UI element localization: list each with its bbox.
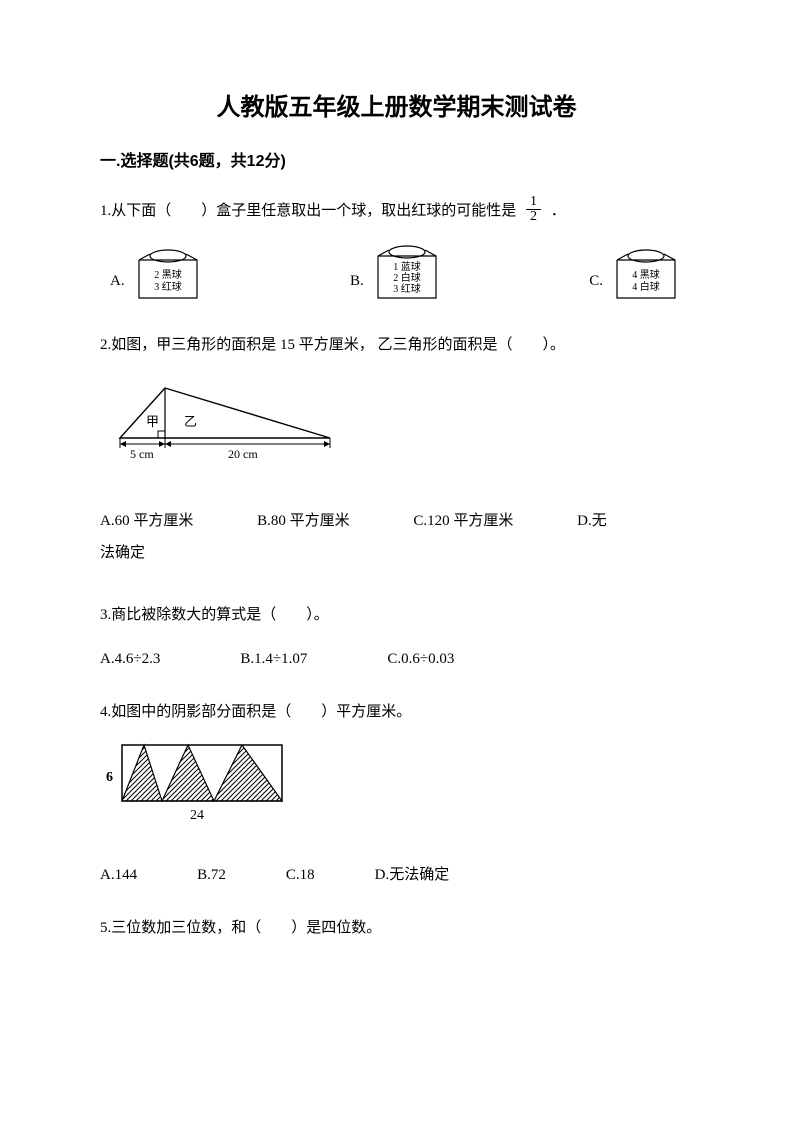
q2-optC: C.120 平方厘米 (413, 500, 513, 542)
q1-fraction: 1 2 (526, 195, 541, 224)
q2-label-20cm: 20 cm (228, 447, 258, 461)
q4-optD: D.无法确定 (375, 864, 450, 887)
q1-boxA-line2: 3 红球 (154, 280, 182, 293)
q2-label-yi: 乙 (184, 414, 197, 429)
q2-optD: D.无 (577, 500, 607, 542)
q4-optB: B.72 (197, 864, 226, 887)
q1-boxB-line3: 3 红球 (393, 282, 421, 295)
q1-frac-num: 1 (526, 195, 541, 210)
q2-options: A.60 平方厘米 B.80 平方厘米 C.120 平方厘米 D.无 (100, 500, 693, 542)
q2-figure: 甲 乙 5 cm 20 cm (110, 378, 693, 476)
q2-optB: B.80 平方厘米 (257, 500, 350, 542)
q4-options: A.144 B.72 C.18 D.无法确定 (100, 864, 693, 887)
question-3: 3.商比被除数大的算式是（ ）。 A.4.6÷2.3 B.1.4÷1.07 C.… (100, 600, 693, 671)
q1-boxB-line2: 2 白球 (393, 271, 421, 284)
q4-label-w: 24 (190, 808, 204, 823)
q1-boxC-line2: 4 白球 (632, 280, 660, 293)
q2-label-5cm: 5 cm (130, 447, 154, 461)
q2-optA: A.60 平方厘米 (100, 500, 193, 542)
q1-box-b-icon: 1 蓝球 2 白球 3 红球 (370, 244, 444, 304)
q3-options: A.4.6÷2.3 B.1.4÷1.07 C.0.6÷0.03 (100, 648, 693, 671)
q1-optB-label: B. (350, 270, 364, 293)
q4-figure: 6 24 (100, 739, 693, 837)
q4-optC: C.18 (286, 864, 315, 887)
q1-frac-den: 2 (526, 210, 541, 224)
q4-label-h: 6 (106, 770, 113, 785)
section-1-heading: 一.选择题(共6题，共12分) (100, 150, 693, 174)
q1-text-pre: 1.从下面（ ）盒子里任意取出一个球，取出红球的可能性是 (100, 203, 516, 219)
q2-optD-cont: 法确定 (100, 542, 693, 565)
question-5: 5.三位数加三位数，和（ ）是四位数。 (100, 913, 693, 943)
q4-optA: A.144 (100, 864, 137, 887)
q1-optA-label: A. (110, 270, 125, 293)
q3-optA: A.4.6÷2.3 (100, 648, 160, 671)
q3-optB: B.1.4÷1.07 (240, 648, 307, 671)
q1-box-a-icon: 2 黑球 3 红球 (131, 248, 205, 304)
question-1: 1.从下面（ ）盒子里任意取出一个球，取出红球的可能性是 1 2 ． A. 2 … (100, 196, 693, 304)
q4-text: 4.如图中的阴影部分面积是（ ）平方厘米。 (100, 697, 693, 727)
q2-text: 2.如图，甲三角形的面积是 15 平方厘米， 乙三角形的面积是（ ）。 (100, 330, 693, 360)
q3-optC: C.0.6÷0.03 (387, 648, 454, 671)
q1-boxA-line1: 2 黑球 (154, 268, 182, 281)
q1-options: A. 2 黑球 3 红球 B. 1 蓝球 2 白球 3 红球 C. (100, 244, 693, 304)
q1-option-c: C. 4 黑球 4 白球 (589, 248, 683, 304)
q5-text: 5.三位数加三位数，和（ ）是四位数。 (100, 913, 693, 943)
question-2: 2.如图，甲三角形的面积是 15 平方厘米， 乙三角形的面积是（ ）。 甲 乙 … (100, 330, 693, 564)
q4-shaded-rect-icon: 6 24 (100, 739, 300, 829)
q1-box-c-icon: 4 黑球 4 白球 (609, 248, 683, 304)
q2-label-jia: 甲 (146, 414, 159, 429)
q1-optC-label: C. (589, 270, 603, 293)
page-title: 人教版五年级上册数学期末测试卷 (100, 90, 693, 126)
q2-triangle-icon: 甲 乙 5 cm 20 cm (110, 378, 340, 468)
q1-option-b: B. 1 蓝球 2 白球 3 红球 (350, 244, 444, 304)
q1-text: 1.从下面（ ）盒子里任意取出一个球，取出红球的可能性是 1 2 ． (100, 196, 693, 226)
q1-boxC-line1: 4 黑球 (632, 268, 660, 281)
question-4: 4.如图中的阴影部分面积是（ ）平方厘米。 6 24 A.144 B.72 C.… (100, 697, 693, 887)
q1-boxB-line1: 1 蓝球 (393, 260, 421, 273)
q1-text-post: ． (551, 203, 566, 219)
q1-option-a: A. 2 黑球 3 红球 (110, 248, 205, 304)
q3-text: 3.商比被除数大的算式是（ ）。 (100, 600, 693, 630)
